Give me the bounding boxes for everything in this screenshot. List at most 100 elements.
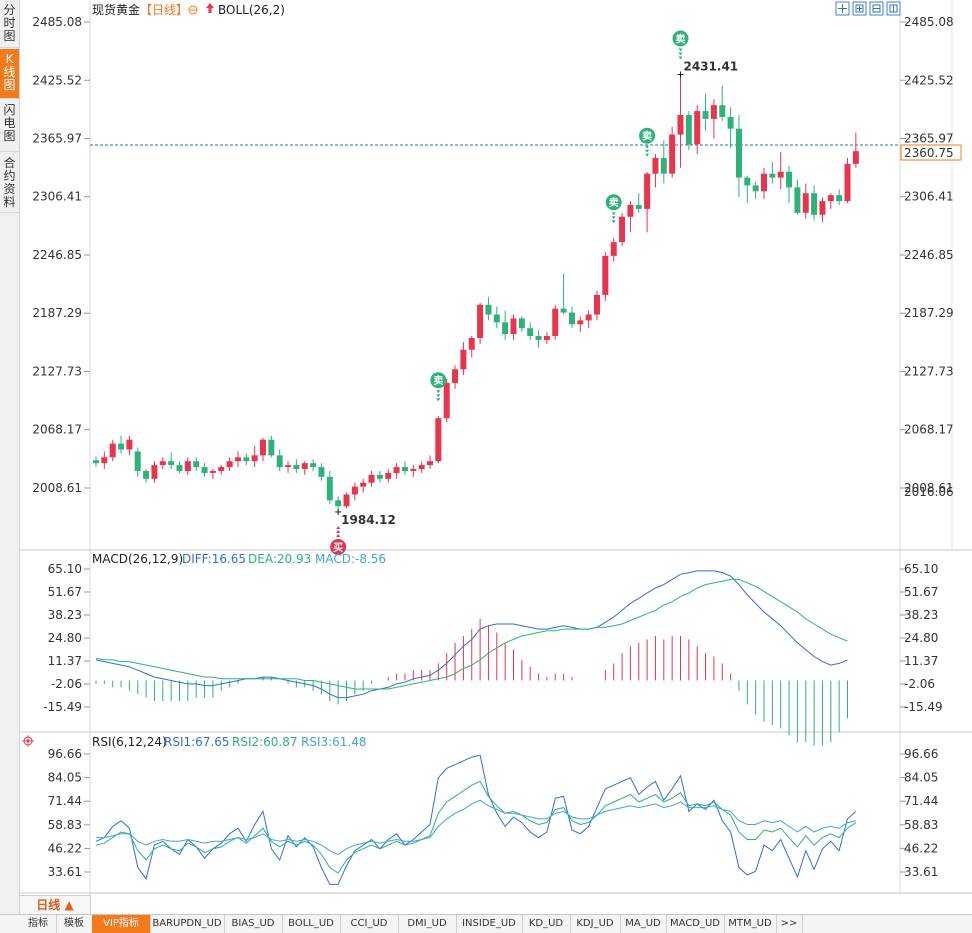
period-selector-button[interactable]: 日线 ▲ — [20, 895, 91, 915]
tab-time-sharing[interactable]: 分时图 — [0, 0, 19, 48]
candle-body[interactable] — [343, 494, 350, 507]
candle-body[interactable] — [594, 294, 600, 315]
candle-body[interactable] — [577, 320, 584, 325]
candle-body[interactable] — [251, 455, 258, 462]
candle-body[interactable] — [385, 472, 392, 479]
candle-body[interactable] — [660, 158, 667, 174]
candle-body[interactable] — [761, 173, 767, 192]
candle-body[interactable] — [568, 312, 575, 325]
candle-body[interactable] — [427, 461, 433, 466]
candle-body[interactable] — [460, 349, 467, 370]
sell-signal[interactable]: 卖 — [605, 194, 622, 224]
candle-body[interactable] — [151, 465, 158, 479]
crosshair-icon[interactable] — [22, 735, 34, 747]
candle-body[interactable] — [184, 461, 191, 471]
tab-contract-info[interactable]: 合约资料 — [0, 153, 19, 213]
candle-body[interactable] — [744, 177, 751, 186]
candle-body[interactable] — [401, 467, 408, 471]
indicator-tab--[interactable]: 模板 — [56, 915, 93, 933]
candle-body[interactable] — [727, 116, 734, 129]
candle-body[interactable] — [109, 443, 116, 458]
candle-body[interactable] — [159, 461, 166, 466]
candle-body[interactable] — [176, 465, 183, 471]
indicator-tab-mtm-ud[interactable]: MTM_UD — [724, 915, 777, 933]
indicator-tab-kd-ud[interactable]: KD_UD — [522, 915, 571, 933]
candle-body[interactable] — [852, 151, 859, 164]
indicator-tab-macd-ud[interactable]: MACD_UD — [666, 915, 725, 933]
candle-body[interactable] — [719, 105, 726, 117]
buy-signal[interactable]: 买 — [330, 525, 347, 555]
candle-body[interactable] — [376, 474, 383, 479]
candle-body[interactable] — [443, 382, 450, 419]
sell-signal[interactable]: 卖 — [672, 30, 689, 60]
indicator-tab-vip-[interactable]: VIP指标 — [92, 915, 151, 933]
candle-body[interactable] — [260, 439, 266, 456]
candle-body[interactable] — [786, 171, 793, 188]
indicator-tab-boll-ud[interactable]: BOLL_UD — [282, 915, 341, 933]
candle-body[interactable] — [735, 128, 742, 178]
candle-body[interactable] — [552, 308, 559, 337]
candle-body[interactable] — [93, 460, 99, 464]
candle-body[interactable] — [243, 457, 250, 462]
candle-body[interactable] — [627, 204, 634, 217]
candle-body[interactable] — [134, 451, 141, 471]
candle-body[interactable] — [535, 336, 542, 340]
candle-body[interactable] — [201, 467, 208, 473]
candle-body[interactable] — [393, 467, 400, 473]
candle-body[interactable] — [794, 187, 801, 213]
candle-body[interactable] — [493, 314, 500, 323]
candle-body[interactable] — [635, 204, 642, 209]
candle-body[interactable] — [226, 461, 233, 468]
indicator-tab-ma-ud[interactable]: MA_UD — [620, 915, 667, 933]
candle-body[interactable] — [418, 465, 425, 470]
candle-body[interactable] — [502, 322, 509, 335]
candle-body[interactable] — [819, 201, 826, 215]
sell-signal-badge[interactable] — [672, 30, 689, 47]
candle-body[interactable] — [168, 461, 175, 466]
candle-body[interactable] — [694, 111, 701, 145]
candle-body[interactable] — [685, 114, 692, 145]
candle-body[interactable] — [802, 193, 809, 213]
sell-signal[interactable]: 卖 — [430, 372, 447, 402]
candle-body[interactable] — [351, 486, 358, 495]
candle-body[interactable] — [669, 134, 676, 174]
candle-body[interactable] — [452, 369, 459, 383]
indicator-tab-cci-ud[interactable]: CCI_UD — [340, 915, 399, 933]
candle-body[interactable] — [293, 465, 300, 470]
candle-body[interactable] — [126, 439, 133, 450]
indicator-tab-inside-ud[interactable]: INSIDE_UD — [456, 915, 523, 933]
candle-body[interactable] — [543, 336, 550, 340]
candle-body[interactable] — [560, 308, 567, 313]
candle-body[interactable] — [276, 455, 283, 468]
candle-body[interactable] — [360, 482, 367, 487]
candle-body[interactable] — [118, 443, 125, 450]
candle-body[interactable] — [234, 457, 241, 462]
indicator-tab--[interactable]: >> — [776, 915, 803, 933]
candle-body[interactable] — [310, 463, 317, 468]
candle-body[interactable] — [143, 470, 150, 479]
candle-body[interactable] — [485, 304, 492, 315]
candle-body[interactable] — [702, 111, 709, 119]
sell-signal-badge[interactable] — [605, 194, 622, 211]
candle-body[interactable] — [193, 461, 200, 468]
candle-body[interactable] — [285, 465, 292, 468]
candle-body[interactable] — [836, 195, 843, 202]
candle-body[interactable] — [477, 304, 484, 338]
indicator-tab--[interactable]: 指标 — [20, 915, 57, 933]
candle-body[interactable] — [318, 467, 325, 477]
candle-body[interactable] — [518, 318, 525, 329]
candle-body[interactable] — [585, 314, 592, 321]
settings-icon[interactable] — [188, 5, 198, 15]
candle-body[interactable] — [218, 467, 225, 471]
candle-body[interactable] — [510, 318, 517, 335]
candle-body[interactable] — [677, 114, 684, 135]
buy-signal-badge[interactable] — [330, 538, 347, 555]
candle-body[interactable] — [752, 185, 759, 192]
indicator-tab-bias-ud[interactable]: BIAS_UD — [224, 915, 283, 933]
candle-body[interactable] — [644, 173, 651, 209]
candle-body[interactable] — [435, 418, 442, 462]
candle-body[interactable] — [468, 337, 475, 350]
sell-signal[interactable]: 卖 — [639, 127, 656, 157]
candle-body[interactable] — [335, 500, 342, 507]
